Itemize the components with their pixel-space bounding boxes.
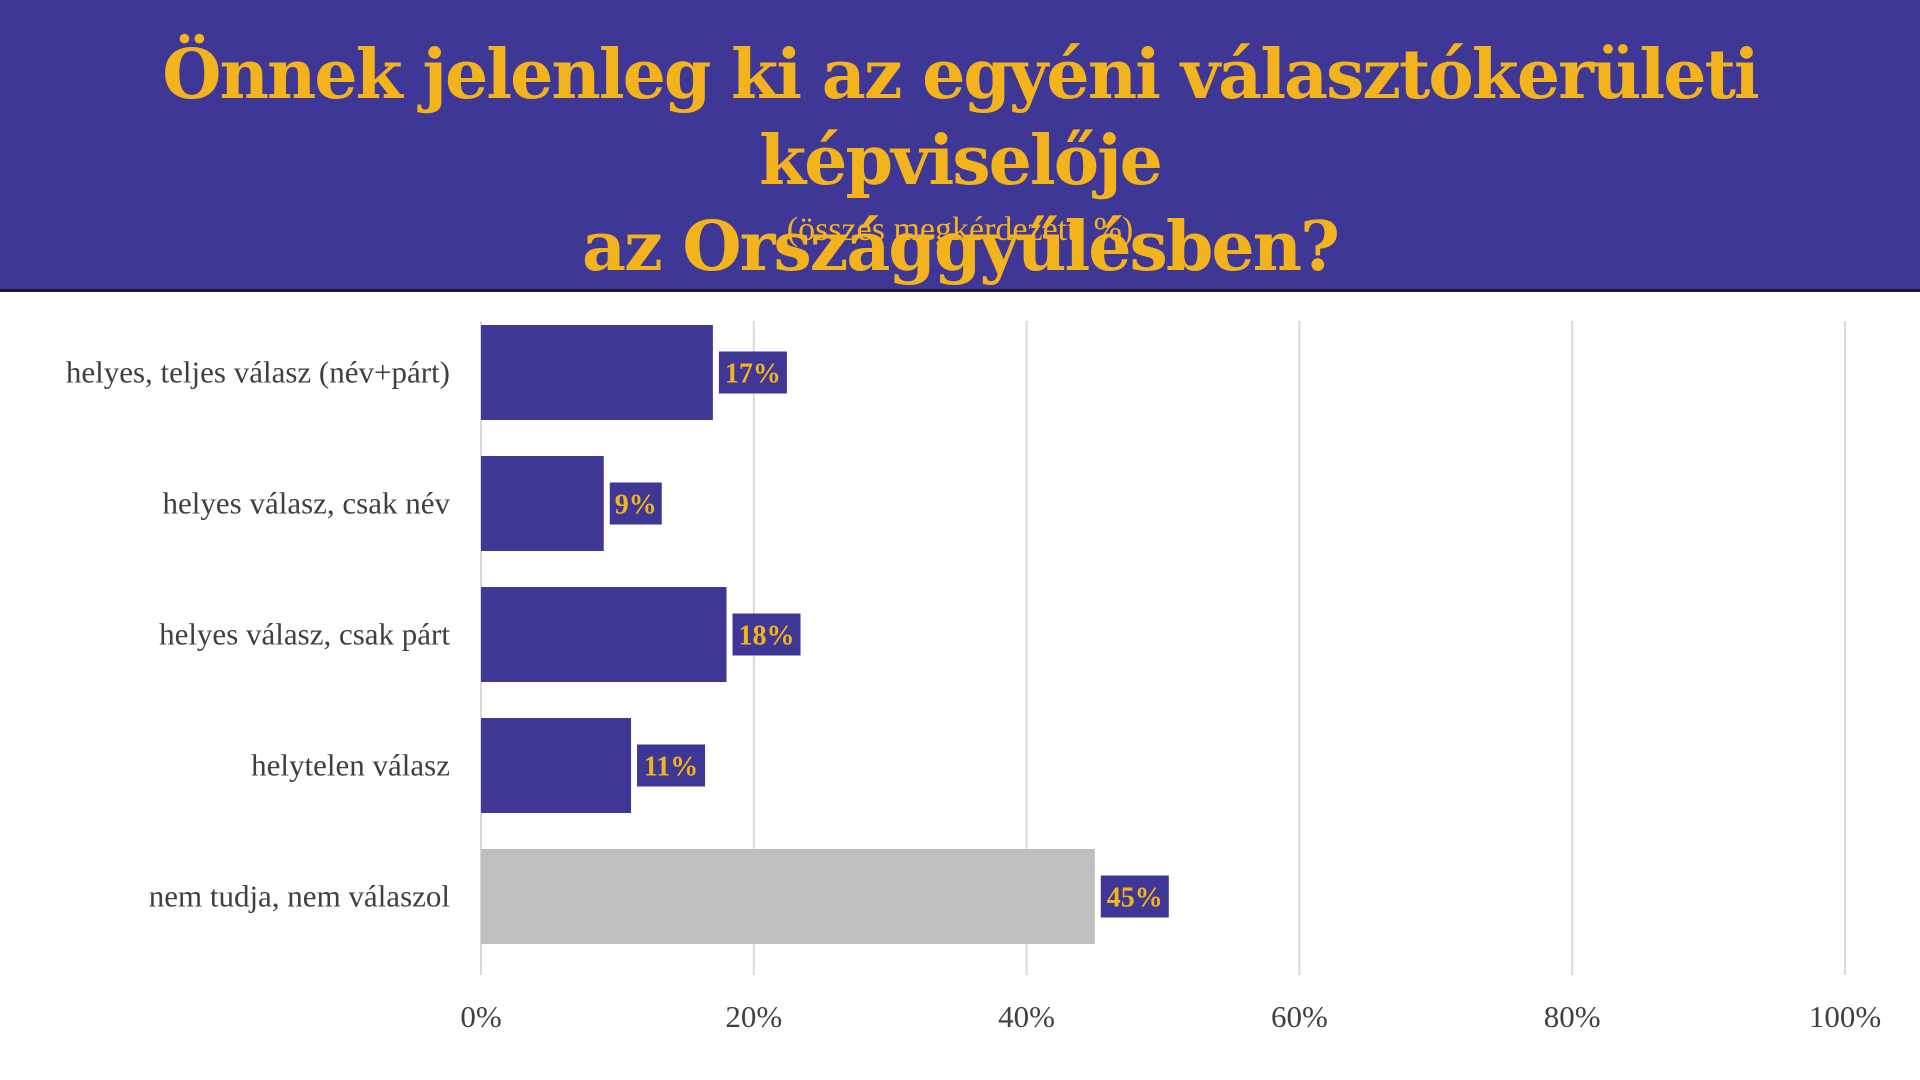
bars: [481, 325, 1095, 944]
bar: [481, 456, 604, 551]
chart-title: Önnek jelenleg ki az egyéni választókerü…: [0, 32, 1920, 290]
header-banner: Önnek jelenleg ki az egyéni választókerü…: [0, 0, 1920, 292]
category-label: helytelen válasz: [251, 748, 450, 783]
data-label: 18%: [739, 621, 795, 652]
category-label: helyes, teljes válasz (név+párt): [66, 355, 450, 390]
x-tick-label: 60%: [1271, 999, 1328, 1034]
data-label-box: [732, 613, 801, 656]
category-label: helyes válasz, csak név: [163, 486, 451, 521]
data-label: 45%: [1107, 883, 1163, 914]
data-label-box: [1100, 875, 1169, 918]
chart-title-line2: az Országgyűlésben?: [582, 207, 1340, 287]
x-axis-ticks: 0% 20% 40% 60% 80% 100%: [460, 999, 1881, 1034]
x-tick-label: 80%: [1544, 999, 1601, 1034]
x-tick-label: 40%: [998, 999, 1055, 1034]
x-tick-label: 20%: [725, 999, 782, 1034]
data-label-box: [718, 351, 787, 394]
bar: [481, 718, 632, 813]
data-label-box: [609, 482, 662, 525]
category-labels: helyes, teljes válasz (név+párt) helyes v…: [66, 355, 451, 914]
chart-subtitle: (összes megkérdezett. %): [786, 211, 1134, 248]
data-label: 11%: [644, 752, 698, 783]
bar-chart: 17% 9% 18% 11% 45% helyes, teljes válasz (né…: [66, 321, 1881, 1034]
data-label: 17%: [725, 359, 781, 390]
data-label: 9%: [615, 490, 657, 521]
bar: [481, 849, 1095, 944]
x-tick-label: 0%: [460, 999, 501, 1034]
x-tick-label: 100%: [1809, 999, 1881, 1034]
category-label: nem tudja, nem válaszol: [149, 879, 450, 914]
bar: [481, 587, 727, 682]
data-labels: 17% 9% 18% 11% 45%: [609, 351, 1169, 918]
bar: [481, 325, 713, 420]
chart-title-line1: Önnek jelenleg ki az egyéni választókerü…: [162, 35, 1760, 201]
data-label-box: [637, 744, 706, 787]
bar-chart-area: 17% 9% 18% 11% 45% helyes, teljes válasz (né…: [0, 292, 1920, 1080]
category-label: helyes válasz, csak párt: [159, 617, 450, 652]
